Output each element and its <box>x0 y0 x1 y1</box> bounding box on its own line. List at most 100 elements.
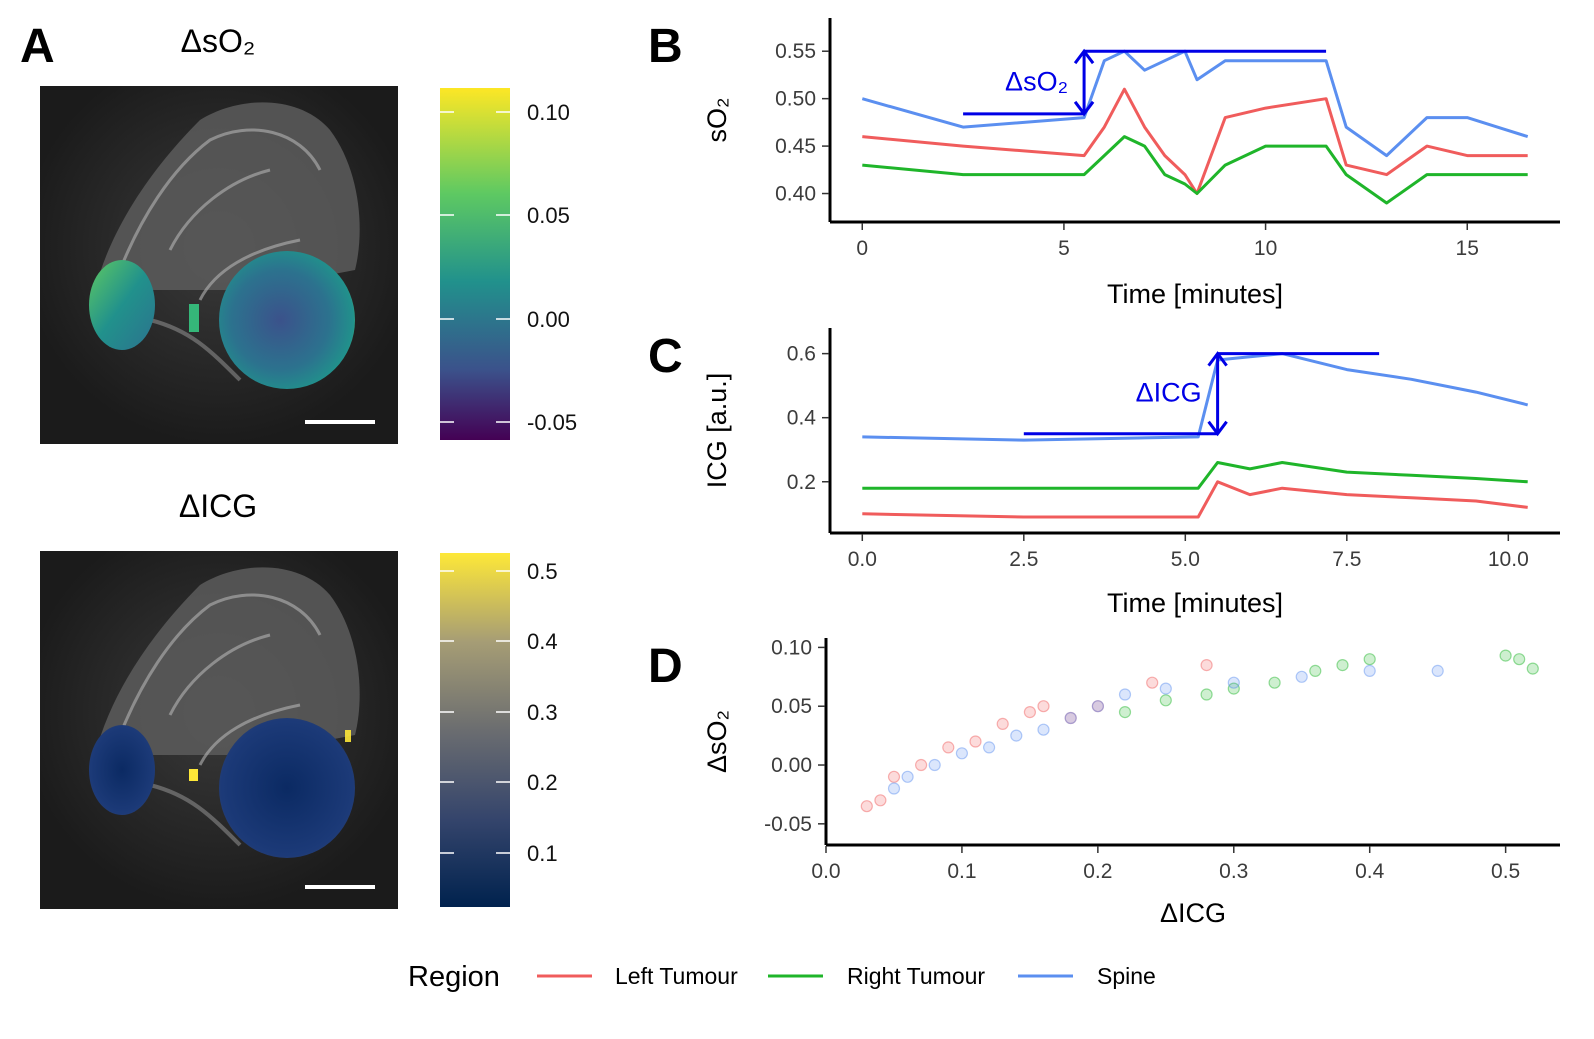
dicg-map-image <box>40 551 398 909</box>
chart-d-point-spine <box>1295 670 1308 683</box>
chart-c-x-tick-label: 10.0 <box>1488 548 1529 571</box>
chart-d-x-tick-label: 0.4 <box>1355 860 1385 883</box>
chart-d-point-left-tumour <box>969 735 982 748</box>
chart-d-y-tick-label: 0.05 <box>771 695 812 718</box>
chart-d-point-spine <box>1064 711 1077 725</box>
panel-letter-c: C <box>648 330 683 383</box>
chart-d-y-tick-label: 0.10 <box>771 636 812 659</box>
chart-d-point-spine <box>1118 688 1132 701</box>
dso2-colorbar-label: 0.00 <box>527 307 570 332</box>
dso2-colorbar-label: 0.05 <box>527 203 570 228</box>
chart-d-point-left-tumour <box>887 770 901 783</box>
chart-d-point-spine <box>928 758 941 772</box>
chart-d-point-right-tumour <box>1309 664 1322 678</box>
chart-c-y-tick-label: 0.2 <box>787 471 816 494</box>
right-tumour-region <box>219 251 355 389</box>
legend-label: Right Tumour <box>847 963 985 989</box>
dicg-colorbar-label: 0.5 <box>527 559 558 584</box>
chart-b-y-tick-label: 0.40 <box>775 183 816 206</box>
chart-b-x-tick-label: 15 <box>1456 237 1479 260</box>
chart-d-point-left-tumour <box>1091 700 1105 713</box>
chart-d-point-right-tumour <box>1227 682 1240 695</box>
chart-d-point-spine <box>1363 664 1376 678</box>
panel-a-bottom-title: ΔICG <box>179 488 257 524</box>
chart-d-point-spine <box>1037 723 1050 736</box>
chart-b-x-tick-label: 5 <box>1058 237 1070 260</box>
dicg-colorbar-label: 0.3 <box>527 700 558 725</box>
chart-b-series-right-tumour <box>862 135 1528 205</box>
chart-d-point-spine <box>982 741 996 754</box>
dicg-colorbar-label: 0.2 <box>527 770 558 795</box>
legend-title: Region <box>408 961 500 993</box>
chart-c-series-spine <box>862 352 1529 442</box>
right-tumour-region <box>219 718 355 858</box>
chart-c-arrowhead-up <box>1207 351 1228 367</box>
left-tumour-region <box>89 725 155 815</box>
chart-d-point-left-tumour <box>996 717 1009 731</box>
spine-region <box>189 304 199 332</box>
chart-d-point-right-tumour <box>1159 694 1172 707</box>
chart-d-point-spine <box>1010 729 1023 742</box>
legend-label: Left Tumour <box>615 963 738 989</box>
chart-c-x-tick-label: 7.5 <box>1332 548 1361 571</box>
panel-letter-a: A <box>20 20 55 73</box>
chart-d-point-right-tumour <box>1336 658 1349 672</box>
chart-d-point-right-tumour <box>1526 662 1539 675</box>
chart-d-x-tick-label: 0.0 <box>811 860 840 883</box>
chart-b-y-tick-label: 0.45 <box>775 135 816 158</box>
chart-d-point-spine <box>1431 664 1444 678</box>
chart-b-x-tick-label: 10 <box>1254 237 1277 260</box>
chart-d-point-spine <box>887 782 901 795</box>
icg-time-series-plot: ΔICG 0.0 2.5 5.0 7.5 10.0 0.2 0.4 0.6 Time [minut… <box>702 328 1560 618</box>
chart-c-x-tick-label: 0.0 <box>848 548 877 571</box>
dso2-colorbar-label: -0.05 <box>527 410 577 435</box>
chart-b-y-axis-title: sO₂ <box>702 98 732 143</box>
left-tumour-region <box>89 260 155 350</box>
chart-b-x-tick-label: 0 <box>856 237 868 260</box>
chart-d-point-right-tumour <box>1513 653 1526 666</box>
chart-d-x-tick-label: 0.1 <box>947 860 976 883</box>
legend-label: Spine <box>1097 963 1156 989</box>
dso2-map-image <box>40 86 398 444</box>
chart-d-y-tick-label: 0.00 <box>771 754 812 777</box>
chart-b-series-left-tumour <box>862 87 1528 195</box>
chart-b-x-axis-title: Time [minutes] <box>1107 279 1283 309</box>
chart-d-point-left-tumour <box>874 794 887 807</box>
chart-c-x-tick-label: 5.0 <box>1171 548 1200 571</box>
panel-letter-d: D <box>648 640 683 693</box>
chart-d-point-right-tumour <box>1363 653 1376 666</box>
chart-d-point-right-tumour <box>1499 649 1512 662</box>
chart-d-x-tick-label: 0.5 <box>1491 860 1520 883</box>
chart-c-annotation-label: ΔICG <box>1136 378 1202 408</box>
chart-d-point-spine <box>1091 700 1105 713</box>
panel-letter-b: B <box>648 20 683 73</box>
chart-d-point-left-tumour <box>914 758 928 772</box>
chart-d-point-left-tumour <box>860 800 873 813</box>
sO2-time-series-plot: ΔsO₂ 0 5 10 15 0.40 0.45 0.50 0.55 Time [minutes]… <box>702 18 1560 309</box>
chart-c-x-axis-title: Time [minutes] <box>1107 588 1283 618</box>
chart-d-point-right-tumour <box>1268 676 1281 689</box>
chart-c-x-tick-label: 2.5 <box>1009 548 1038 571</box>
chart-d-y-axis-title: ΔsO₂ <box>702 710 732 773</box>
spine-region <box>189 769 198 781</box>
chart-d-point-left-tumour <box>1200 658 1213 672</box>
chart-b-y-tick-label: 0.55 <box>775 40 816 63</box>
dso2-vs-dicg-scatter-plot: 0.0 0.1 0.2 0.3 0.4 0.5 -0.05 0.00 0.05 0.10 ΔICG Δ… <box>702 636 1560 928</box>
chart-d-point-spine <box>955 747 969 760</box>
chart-d-point-left-tumour <box>1023 705 1037 719</box>
chart-b-series-spine <box>861 49 1529 158</box>
chart-d-x-tick-label: 0.3 <box>1219 860 1248 883</box>
chart-c-series-right-tumour <box>862 461 1528 490</box>
chart-d-point-spine <box>901 770 914 783</box>
chart-d-point-left-tumour <box>1037 700 1050 713</box>
dicg-colorbar-ticks <box>440 570 510 854</box>
chart-d-y-tick-label: -0.05 <box>764 813 812 836</box>
dicg-colorbar-label: 0.1 <box>527 841 558 866</box>
legend: Region Left Tumour Right Tumour Spine <box>408 961 1156 993</box>
dso2-colorbar <box>440 88 510 440</box>
chart-d-point-left-tumour <box>1146 676 1159 689</box>
chart-d-point-spine <box>1159 682 1172 695</box>
dso2-colorbar-label: 0.10 <box>527 100 570 125</box>
chart-d-point-spine <box>1227 676 1240 689</box>
